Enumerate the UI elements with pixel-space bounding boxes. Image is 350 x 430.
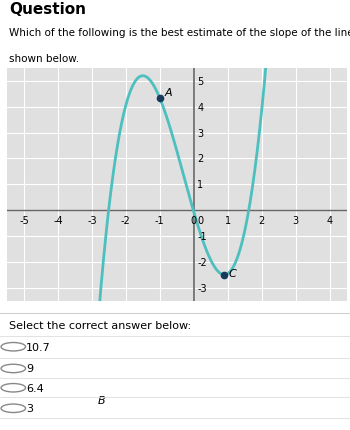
Text: 2: 2 bbox=[259, 215, 265, 225]
Text: -1: -1 bbox=[155, 215, 164, 225]
Text: 1: 1 bbox=[197, 180, 203, 190]
Text: 0: 0 bbox=[197, 215, 203, 225]
Text: 3: 3 bbox=[293, 215, 299, 225]
Text: 2: 2 bbox=[197, 154, 203, 164]
Text: 0: 0 bbox=[191, 215, 197, 225]
Text: $C$: $C$ bbox=[228, 266, 238, 278]
Text: 1: 1 bbox=[225, 215, 231, 225]
Text: Question: Question bbox=[9, 2, 86, 17]
Text: 9: 9 bbox=[26, 364, 33, 374]
Text: 5: 5 bbox=[197, 77, 203, 87]
Text: shown below.: shown below. bbox=[9, 54, 79, 64]
Text: $A$: $A$ bbox=[164, 86, 173, 98]
Text: 6.4: 6.4 bbox=[26, 383, 44, 393]
Text: Which of the following is the best estimate of the slope of the line tangent to : Which of the following is the best estim… bbox=[9, 28, 350, 37]
Text: 10.7: 10.7 bbox=[26, 342, 51, 352]
Text: 3: 3 bbox=[197, 128, 203, 138]
Text: -3: -3 bbox=[197, 283, 207, 293]
Text: Select the correct answer below:: Select the correct answer below: bbox=[9, 320, 191, 330]
Text: -1: -1 bbox=[197, 231, 207, 242]
Text: -3: -3 bbox=[87, 215, 97, 225]
Text: -4: -4 bbox=[53, 215, 63, 225]
Text: -2: -2 bbox=[197, 257, 207, 267]
Text: 4: 4 bbox=[327, 215, 332, 225]
Text: $B$: $B$ bbox=[97, 393, 106, 405]
Text: -2: -2 bbox=[121, 215, 131, 225]
Text: 3: 3 bbox=[26, 403, 33, 413]
Text: -5: -5 bbox=[19, 215, 29, 225]
Text: 4: 4 bbox=[197, 102, 203, 113]
